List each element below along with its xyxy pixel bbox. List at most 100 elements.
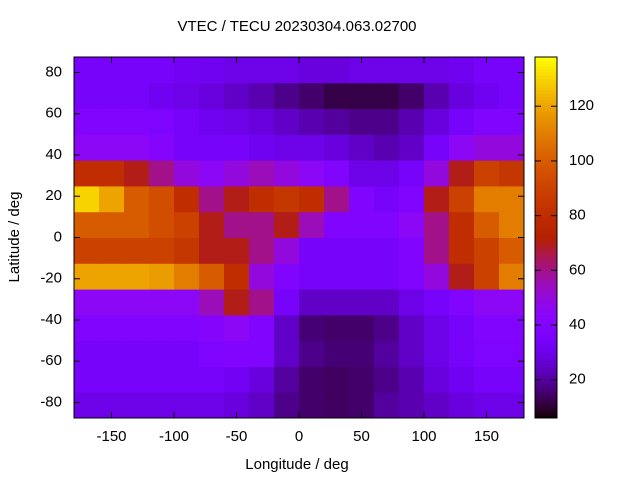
heat-cell bbox=[74, 211, 100, 238]
heat-cell bbox=[249, 314, 275, 342]
colorbar-tick-label: 80 bbox=[569, 207, 586, 224]
x-axis-label: Longitude / deg bbox=[245, 456, 348, 473]
colorbar-step bbox=[535, 93, 557, 97]
x-tick-label: 100 bbox=[411, 428, 436, 445]
heat-cell bbox=[99, 366, 125, 393]
heat-cell bbox=[499, 185, 525, 213]
heat-cell bbox=[99, 211, 125, 238]
heat-cell bbox=[299, 185, 325, 213]
heat-cell bbox=[399, 211, 425, 238]
heat-cell bbox=[124, 314, 150, 342]
heat-cell bbox=[99, 82, 125, 110]
colorbar-step bbox=[535, 375, 557, 380]
heat-cell bbox=[399, 314, 425, 342]
heat-cell bbox=[349, 82, 375, 110]
heat-cell bbox=[74, 340, 100, 367]
colorbar-step bbox=[535, 393, 557, 398]
heat-cell bbox=[499, 314, 525, 342]
heat-cell bbox=[299, 108, 325, 135]
heat-cell bbox=[249, 185, 275, 213]
colorbar-step bbox=[535, 339, 557, 344]
heat-cell bbox=[224, 82, 250, 110]
heat-cell bbox=[424, 314, 450, 342]
colorbar-step bbox=[535, 114, 557, 118]
colorbar-frame bbox=[534, 56, 558, 419]
heat-cell bbox=[449, 263, 475, 290]
colorbar-step bbox=[535, 381, 557, 386]
heat-cell bbox=[424, 340, 450, 367]
heat-cell bbox=[324, 108, 350, 135]
heat-cell bbox=[74, 392, 100, 419]
colorbar-step bbox=[535, 87, 557, 91]
heat-cell bbox=[449, 289, 475, 316]
heat-cell bbox=[474, 314, 500, 342]
heat-cell bbox=[424, 263, 450, 290]
heat-cell bbox=[449, 314, 475, 342]
chart-title: VTEC / TECU 20230304.063.02700 bbox=[177, 18, 416, 35]
heat-cell bbox=[99, 289, 125, 316]
heat-cell bbox=[149, 160, 175, 187]
heat-cell bbox=[149, 211, 175, 238]
heat-cell bbox=[124, 211, 150, 238]
colorbar-step bbox=[535, 195, 557, 199]
colorbar-step bbox=[535, 129, 557, 133]
colorbar-step bbox=[535, 270, 557, 275]
heat-cell bbox=[274, 160, 300, 187]
heat-cell bbox=[174, 263, 200, 290]
colorbar-step bbox=[535, 192, 557, 196]
heat-cell bbox=[124, 237, 150, 264]
heat-cell bbox=[324, 211, 350, 238]
heat-cell bbox=[474, 289, 500, 316]
heat-cell bbox=[274, 237, 300, 264]
heat-cell bbox=[299, 289, 325, 316]
heat-cell bbox=[299, 340, 325, 367]
heat-cell bbox=[124, 263, 150, 290]
colorbar-step bbox=[535, 66, 557, 70]
colorbar-step bbox=[535, 351, 557, 356]
heat-cell bbox=[474, 237, 500, 264]
heat-cell bbox=[74, 185, 100, 213]
heat-cell bbox=[249, 289, 275, 316]
heat-cell bbox=[149, 237, 175, 264]
heat-cell bbox=[174, 211, 200, 238]
heat-cell bbox=[474, 160, 500, 187]
heat-cell bbox=[474, 82, 500, 110]
heatmap bbox=[74, 57, 525, 419]
colorbar-step bbox=[535, 348, 557, 353]
y-tick-label: 40 bbox=[45, 146, 62, 163]
heat-cell bbox=[499, 160, 525, 187]
heat-cell bbox=[324, 366, 350, 393]
colorbar-step bbox=[535, 177, 557, 181]
heat-cell bbox=[474, 211, 500, 238]
heat-cell bbox=[174, 289, 200, 316]
colorbar-step bbox=[535, 162, 557, 166]
heat-cell bbox=[374, 160, 400, 187]
colorbar-step bbox=[535, 309, 557, 314]
heat-cell bbox=[349, 237, 375, 264]
colorbar-step bbox=[535, 384, 557, 389]
heat-cell bbox=[124, 108, 150, 135]
heat-cell bbox=[349, 108, 375, 135]
colorbar-step bbox=[535, 237, 557, 242]
heat-cell bbox=[274, 314, 300, 342]
colorbar-step bbox=[535, 141, 557, 145]
heat-cell bbox=[224, 366, 250, 393]
heat-cell bbox=[324, 340, 350, 367]
heat-cell bbox=[449, 57, 475, 84]
colorbar-step bbox=[535, 294, 557, 299]
colorbar-step bbox=[535, 78, 557, 82]
heat-cell bbox=[424, 57, 450, 84]
colorbar-step bbox=[535, 372, 557, 377]
y-tick-label: -20 bbox=[40, 270, 62, 287]
heat-cell bbox=[99, 134, 125, 161]
heat-cell bbox=[124, 134, 150, 161]
colorbar-step bbox=[535, 402, 557, 407]
colorbar-step bbox=[535, 297, 557, 302]
colorbar-step bbox=[535, 285, 557, 290]
heat-cell bbox=[424, 108, 450, 135]
colorbar-step bbox=[535, 219, 557, 223]
heat-cell bbox=[474, 263, 500, 290]
colorbar-step bbox=[535, 279, 557, 284]
colorbar-tick-label: 20 bbox=[569, 371, 586, 388]
heat-cell bbox=[299, 134, 325, 161]
